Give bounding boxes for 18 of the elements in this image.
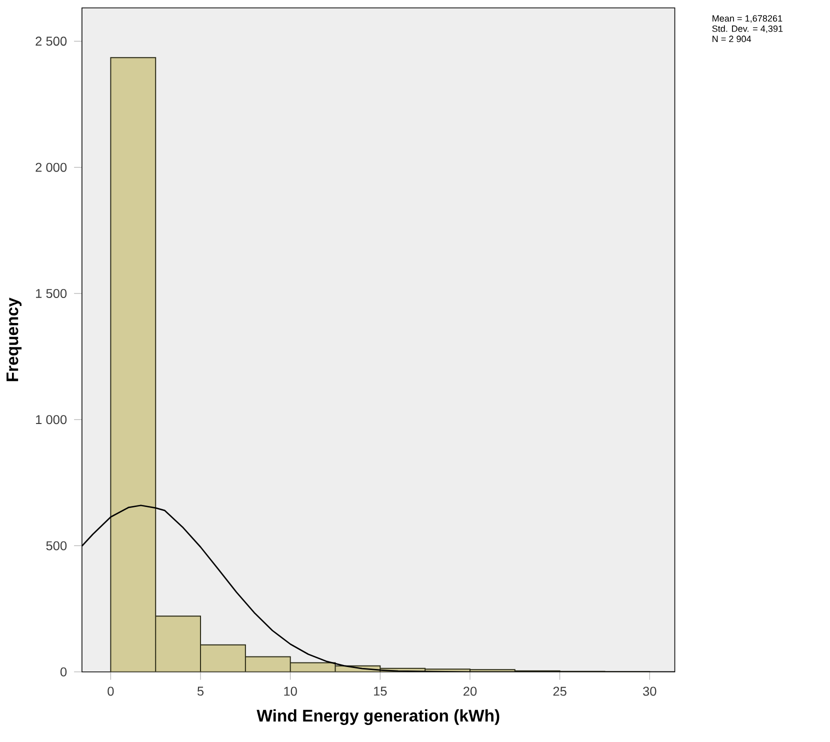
y-tick-label: 500 [46, 541, 67, 550]
text: N = 2 904 [712, 36, 752, 42]
y-tick-label: 2 500 [36, 36, 67, 46]
text: Mean = 1,678261 [712, 15, 782, 23]
x-tick-label: 30 [643, 686, 656, 696]
x-tick-label: 0 [108, 686, 114, 696]
x-tick-label: 20 [464, 686, 477, 696]
y-tick-label: 1 000 [36, 415, 67, 424]
text: Std. Dev. = 4,391 [712, 25, 783, 33]
y-tick-label: 1 500 [36, 288, 67, 298]
y-axis-title: Frequency [6, 298, 22, 382]
x-axis-title: Wind Energy generation (kWh) [256, 709, 500, 725]
x-tick-label: 25 [553, 686, 566, 696]
y-tick-label: 2 000 [36, 162, 67, 172]
x-tick-label: 10 [284, 686, 297, 696]
x-tick-label: 5 [197, 686, 204, 696]
y-tick-label: 0 [60, 667, 67, 676]
x-tick-label: 15 [374, 686, 387, 696]
